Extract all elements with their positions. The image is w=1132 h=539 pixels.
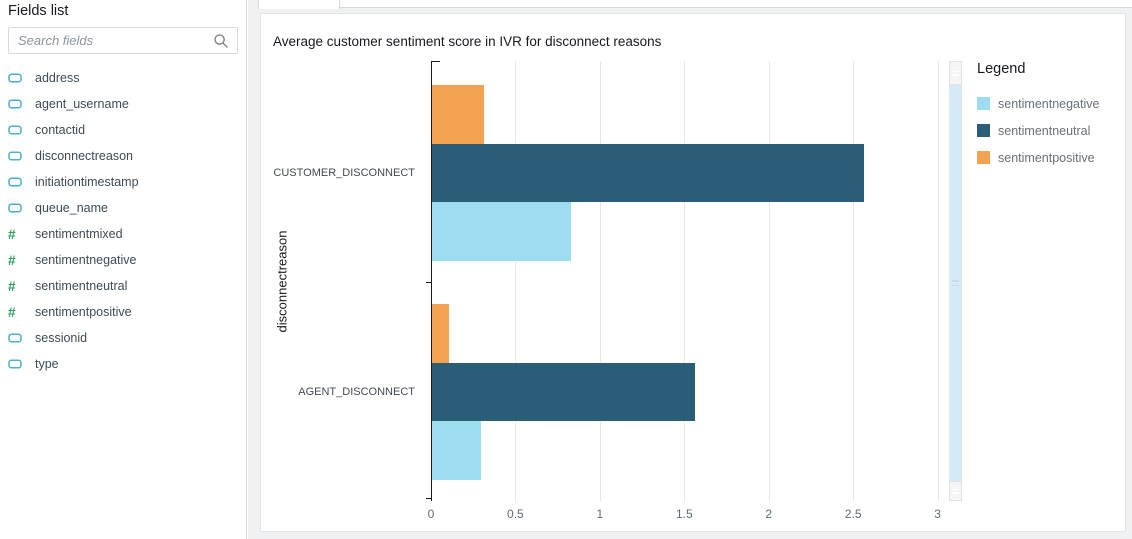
- dimension-icon: [8, 359, 26, 369]
- axis-tick: [432, 61, 440, 62]
- field-label: disconnectreason: [35, 149, 133, 163]
- field-label: agent_username: [35, 97, 129, 111]
- axis-tick: [426, 498, 431, 499]
- fields-panel-title: Fields list: [8, 3, 69, 19]
- bar-group-AGENT_DISCONNECT: [432, 304, 941, 480]
- field-item-agent_username[interactable]: agent_username: [0, 91, 246, 117]
- dimension-icon: [8, 203, 26, 213]
- scrollbar-bottom-handle[interactable]: [949, 481, 962, 501]
- field-label: sentimentneutral: [35, 279, 128, 293]
- category-axis-line: [431, 61, 432, 501]
- field-item-sentimentnegative[interactable]: # sentimentnegative: [0, 247, 246, 273]
- sheet-canvas: Average customer sentiment score in IVR …: [248, 0, 1132, 539]
- measure-icon: #: [8, 278, 16, 294]
- legend-swatch: [977, 151, 990, 164]
- field-label: type: [35, 357, 59, 371]
- legend-item-sentimentpositive[interactable]: sentimentpositive: [977, 150, 1125, 165]
- plot-area: [426, 61, 941, 501]
- category-label-CUSTOMER_DISCONNECT: CUSTOMER_DISCONNECT: [273, 167, 415, 179]
- dimension-icon: [8, 125, 26, 135]
- gridline: [515, 61, 517, 501]
- chart-scrollbar[interactable]: [949, 61, 962, 501]
- bar-CUSTOMER_DISCONNECT-sentimentpositive[interactable]: [432, 85, 485, 144]
- legend-swatch: [977, 124, 990, 137]
- bar-AGENT_DISCONNECT-sentimentneutral[interactable]: [432, 362, 696, 422]
- scrollbar-thumb[interactable]: [949, 85, 962, 481]
- value-axis-labels: 0 0.5 1 1.5 2 2.5 3: [261, 507, 1125, 523]
- value-axis-tick-label: 2: [765, 507, 773, 521]
- dimension-icon: [8, 333, 26, 343]
- dimension-icon: [8, 151, 26, 161]
- value-axis-tick-label: 0: [427, 507, 435, 521]
- gridline: [937, 61, 939, 501]
- field-item-queue_name[interactable]: queue_name: [0, 195, 246, 221]
- value-axis-tick-label: 3: [934, 507, 941, 521]
- bar-CUSTOMER_DISCONNECT-sentimentnegative[interactable]: [432, 202, 571, 261]
- field-label: sentimentpositive: [35, 305, 132, 319]
- sheet-tab-bar: [258, 0, 1132, 9]
- category-axis-labels: CUSTOMER_DISCONNECT AGENT_DISCONNECT: [261, 61, 423, 501]
- field-label: contactid: [35, 123, 86, 137]
- search-icon: [214, 34, 228, 48]
- category-label-AGENT_DISCONNECT: AGENT_DISCONNECT: [298, 386, 415, 398]
- sheet-tab[interactable]: [258, 0, 340, 9]
- bar-group-CUSTOMER_DISCONNECT: [432, 85, 941, 261]
- bar-AGENT_DISCONNECT-sentimentpositive[interactable]: [432, 304, 449, 363]
- gridline: [768, 61, 770, 501]
- legend-swatch: [977, 97, 990, 110]
- field-item-address[interactable]: address: [0, 65, 246, 91]
- field-item-contactid[interactable]: contactid: [0, 117, 246, 143]
- legend-item-sentimentnegative[interactable]: sentimentnegative: [977, 96, 1125, 111]
- axis-tick: [426, 282, 431, 283]
- dimension-icon: [8, 177, 26, 187]
- legend-label: sentimentpositive: [998, 150, 1095, 165]
- field-item-initiationtimestamp[interactable]: initiationtimestamp: [0, 169, 246, 195]
- field-item-disconnectreason[interactable]: disconnectreason: [0, 143, 246, 169]
- fields-list: address agent_username contactid disconnect…: [0, 65, 246, 377]
- dimension-icon: [8, 99, 26, 109]
- field-label: sentimentnegative: [35, 253, 137, 267]
- value-axis-tick-label: 1: [596, 507, 604, 521]
- field-item-sentimentpositive[interactable]: # sentimentpositive: [0, 299, 246, 325]
- fields-panel: Fields list address agent_usernamecontact…: [0, 0, 247, 539]
- legend-item-sentimentneutral[interactable]: sentimentneutral: [977, 123, 1125, 138]
- legend-label: sentimentneutral: [998, 123, 1091, 138]
- field-item-sentimentneutral[interactable]: # sentimentneutral: [0, 273, 246, 299]
- field-label: queue_name: [35, 201, 108, 215]
- legend-items: sentimentnegative sentimentneutral sentime…: [977, 96, 1125, 165]
- legend-title: Legend: [977, 61, 1026, 77]
- field-label: address: [35, 71, 80, 85]
- field-label: sentimentmixed: [35, 227, 123, 241]
- bar-CUSTOMER_DISCONNECT-sentimentneutral[interactable]: [432, 143, 865, 203]
- value-axis-tick-label: 2.5: [844, 507, 862, 521]
- field-item-sessionid[interactable]: sessionid: [0, 325, 246, 351]
- field-item-type[interactable]: type: [0, 351, 246, 377]
- scrollbar-top-handle[interactable]: [949, 61, 962, 85]
- gridline: [853, 61, 855, 501]
- search-input[interactable]: [9, 28, 237, 53]
- field-label: initiationtimestamp: [35, 175, 139, 189]
- visual-card: Average customer sentiment score in IVR …: [260, 13, 1126, 532]
- value-axis-tick-label: 1.5: [675, 507, 693, 521]
- measure-icon: #: [8, 304, 16, 320]
- gridline: [684, 61, 686, 501]
- legend: Legend sentimentnegative sentimentneutral…: [977, 61, 1125, 178]
- search-fields-box[interactable]: [8, 27, 238, 54]
- measure-icon: #: [8, 226, 16, 242]
- measure-icon: #: [8, 252, 16, 268]
- value-axis-tick-label: 0.5: [507, 507, 524, 521]
- field-item-sentimentmixed[interactable]: # sentimentmixed: [0, 221, 246, 247]
- legend-label: sentimentnegative: [998, 96, 1100, 111]
- gridline: [599, 61, 601, 501]
- field-label: sessionid: [35, 331, 88, 345]
- bar-AGENT_DISCONNECT-sentimentnegative[interactable]: [432, 421, 481, 480]
- visual-title: Average customer sentiment score in IVR …: [273, 34, 662, 49]
- dimension-icon: [8, 73, 26, 83]
